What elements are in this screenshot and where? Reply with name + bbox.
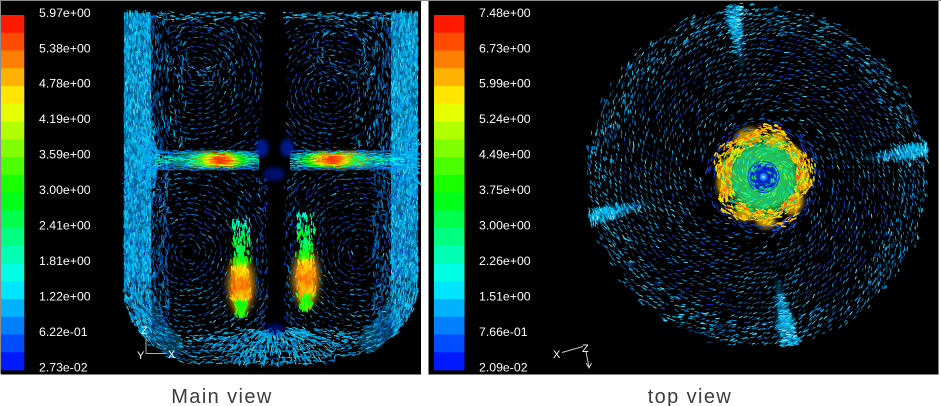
svg-text:2.41e+00: 2.41e+00 [39,219,91,233]
svg-text:3.00e+00: 3.00e+00 [39,183,91,197]
svg-text:7.66e-01: 7.66e-01 [479,325,528,339]
svg-text:Z: Z [141,325,148,337]
svg-text:2.09e-02: 2.09e-02 [479,360,528,374]
svg-text:5.24e+00: 5.24e+00 [479,112,531,126]
svg-text:3.59e+00: 3.59e+00 [39,148,91,162]
svg-text:5.97e+00: 5.97e+00 [39,6,91,20]
svg-text:1.81e+00: 1.81e+00 [39,254,91,268]
svg-text:6.22e-01: 6.22e-01 [39,325,88,339]
svg-text:5.38e+00: 5.38e+00 [39,41,91,55]
svg-text:2.73e-02: 2.73e-02 [39,360,88,374]
svg-text:top view: top view [648,386,733,406]
svg-text:6.73e+00: 6.73e+00 [479,41,531,55]
svg-text:X: X [168,349,176,361]
svg-text:Y: Y [137,350,145,362]
svg-text:4.49e+00: 4.49e+00 [479,148,531,162]
svg-text:Z: Z [582,343,589,355]
svg-text:1.22e+00: 1.22e+00 [39,289,91,303]
svg-text:7.48e+00: 7.48e+00 [479,6,531,20]
svg-text:1.51e+00: 1.51e+00 [479,289,531,303]
svg-text:3.75e+00: 3.75e+00 [479,183,531,197]
svg-text:3.00e+00: 3.00e+00 [479,219,531,233]
svg-text:5.99e+00: 5.99e+00 [479,77,531,91]
svg-text:2.26e+00: 2.26e+00 [479,254,531,268]
svg-text:X: X [553,349,561,361]
svg-text:Main view: Main view [171,386,273,406]
svg-text:4.78e+00: 4.78e+00 [39,77,91,91]
svg-text:4.19e+00: 4.19e+00 [39,112,91,126]
